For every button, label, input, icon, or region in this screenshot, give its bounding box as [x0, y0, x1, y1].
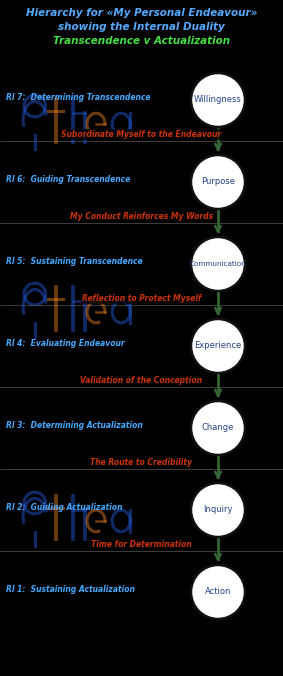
Text: Subordinate Myself to the Endeavour: Subordinate Myself to the Endeavour	[61, 130, 222, 139]
Text: Time for Determination: Time for Determination	[91, 540, 192, 549]
Text: Validation of the Conception: Validation of the Conception	[80, 376, 203, 385]
Text: Hierarchy for «My Personal Endeavour»: Hierarchy for «My Personal Endeavour»	[26, 8, 257, 18]
Text: The Route to Credibility: The Route to Credibility	[91, 458, 192, 467]
Circle shape	[191, 401, 245, 455]
Text: Change: Change	[202, 423, 234, 433]
Text: Transcendence v Actualization: Transcendence v Actualization	[53, 36, 230, 46]
Circle shape	[191, 155, 245, 209]
Text: Rl 6:  Guiding Transcendence: Rl 6: Guiding Transcendence	[6, 174, 130, 183]
Text: Communication: Communication	[190, 261, 246, 267]
Text: Reflection to Protect Myself: Reflection to Protect Myself	[82, 294, 201, 303]
Text: Experience: Experience	[194, 341, 242, 350]
Text: Rl 5:  Sustaining Transcendence: Rl 5: Sustaining Transcendence	[6, 256, 143, 266]
Text: Rl 4:  Evaluating Endeavour: Rl 4: Evaluating Endeavour	[6, 339, 125, 347]
Circle shape	[191, 483, 245, 537]
Text: Rl 2:  Guiding Actualization: Rl 2: Guiding Actualization	[6, 502, 123, 512]
Text: Inquiry: Inquiry	[203, 506, 233, 514]
Text: Rl 1:  Sustaining Actualization: Rl 1: Sustaining Actualization	[6, 585, 135, 594]
Text: showing the Internal Duality: showing the Internal Duality	[58, 22, 225, 32]
Circle shape	[191, 319, 245, 373]
Text: My Conduct Reinforces My Words: My Conduct Reinforces My Words	[70, 212, 213, 221]
Circle shape	[191, 237, 245, 291]
Text: Rl 3:  Determining Actualization: Rl 3: Determining Actualization	[6, 420, 143, 429]
Circle shape	[191, 73, 245, 127]
Text: Purpose: Purpose	[201, 178, 235, 187]
Circle shape	[191, 565, 245, 619]
Text: Willingness: Willingness	[194, 95, 242, 105]
Text: Action: Action	[205, 587, 231, 596]
Text: Rl 7:  Determining Transcendence: Rl 7: Determining Transcendence	[6, 93, 151, 101]
